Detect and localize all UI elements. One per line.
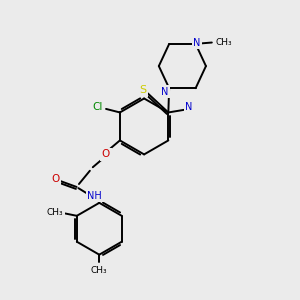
Text: Cl: Cl	[92, 102, 102, 112]
Text: NH: NH	[88, 191, 102, 201]
Text: N: N	[161, 87, 168, 97]
Text: O: O	[51, 174, 59, 184]
Text: S: S	[139, 85, 146, 95]
Text: N: N	[185, 102, 193, 112]
Text: N: N	[194, 38, 201, 47]
Text: CH₃: CH₃	[216, 38, 232, 47]
Text: CH₃: CH₃	[47, 208, 63, 217]
Text: CH₃: CH₃	[91, 266, 108, 275]
Text: O: O	[102, 149, 110, 159]
